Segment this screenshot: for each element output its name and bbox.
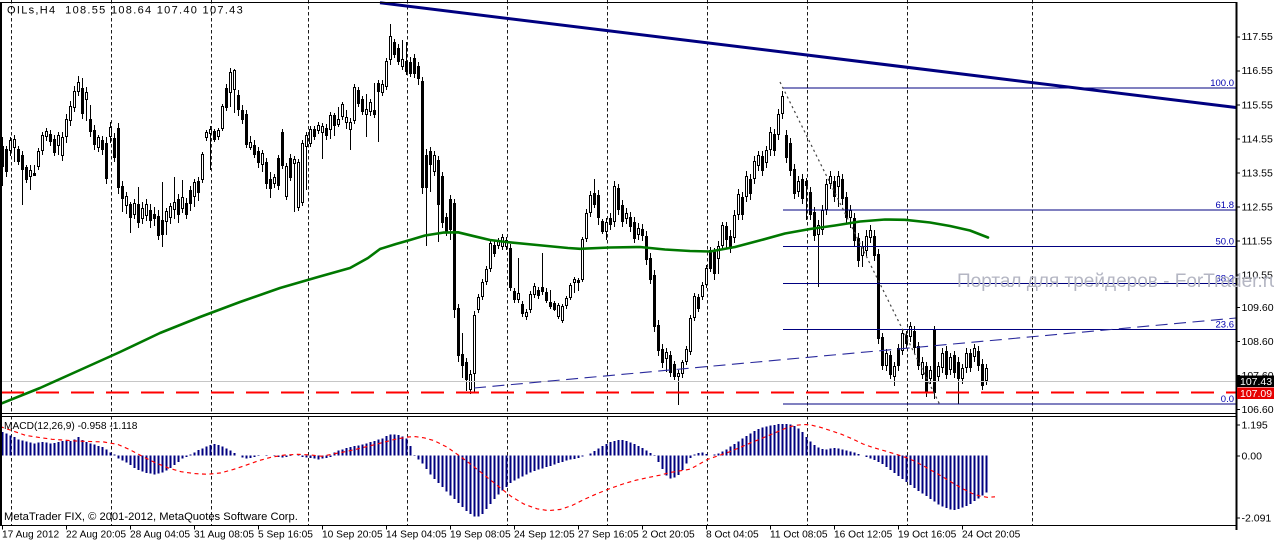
svg-text:38.2: 38.2 bbox=[1216, 274, 1235, 285]
svg-text:2 Oct 20:05: 2 Oct 20:05 bbox=[642, 530, 695, 541]
svg-text:23.6: 23.6 bbox=[1216, 320, 1235, 331]
svg-text:22 Aug 20:05: 22 Aug 20:05 bbox=[66, 530, 126, 541]
svg-text:24 Sep 12:05: 24 Sep 12:05 bbox=[514, 530, 575, 541]
svg-text:117.55: 117.55 bbox=[1242, 31, 1273, 43]
svg-text:14 Sep 04:05: 14 Sep 04:05 bbox=[386, 530, 447, 541]
svg-text:108.60: 108.60 bbox=[1242, 336, 1274, 348]
svg-text:100.0: 100.0 bbox=[1210, 78, 1234, 89]
svg-text:1.195: 1.195 bbox=[1242, 419, 1268, 431]
svg-text:24 Oct 20:05: 24 Oct 20:05 bbox=[962, 530, 1021, 541]
svg-text:115.55: 115.55 bbox=[1242, 99, 1273, 111]
svg-text:50.0: 50.0 bbox=[1216, 237, 1235, 248]
svg-text:5 Sep 16:05: 5 Sep 16:05 bbox=[258, 530, 313, 541]
svg-text:0.0: 0.0 bbox=[1221, 394, 1234, 405]
svg-text:107.43: 107.43 bbox=[1240, 376, 1272, 388]
svg-text:111.55: 111.55 bbox=[1242, 235, 1273, 247]
svg-text:8 Oct 04:05: 8 Oct 04:05 bbox=[706, 530, 759, 541]
svg-text:110.55: 110.55 bbox=[1242, 270, 1273, 282]
svg-text:0.00: 0.00 bbox=[1242, 451, 1263, 463]
svg-text:31 Aug 08:05: 31 Aug 08:05 bbox=[194, 530, 254, 541]
svg-text:114.55: 114.55 bbox=[1242, 133, 1273, 145]
svg-text:112.55: 112.55 bbox=[1242, 201, 1273, 213]
svg-text:19 Sep 08:05: 19 Sep 08:05 bbox=[450, 530, 511, 541]
svg-text:MetaTrader FIX, © 2001-2012, M: MetaTrader FIX, © 2001-2012, MetaQuotes … bbox=[4, 511, 298, 523]
svg-text:28 Aug 04:05: 28 Aug 04:05 bbox=[130, 530, 190, 541]
svg-text:OILs,H4 108.55 108.64 107.40: OILs,H4 108.55 108.64 107.40 107.43 bbox=[7, 5, 244, 17]
svg-text:-2.091: -2.091 bbox=[1242, 512, 1272, 524]
svg-text:MACD(12,26,9) -0.958 -1.118: MACD(12,26,9) -0.958 -1.118 bbox=[4, 421, 138, 432]
svg-text:61.8: 61.8 bbox=[1216, 200, 1235, 211]
svg-text:16 Oct 12:05: 16 Oct 12:05 bbox=[834, 530, 893, 541]
svg-text:10 Sep 20:05: 10 Sep 20:05 bbox=[322, 530, 383, 541]
svg-text:11 Oct 08:05: 11 Oct 08:05 bbox=[770, 530, 828, 541]
svg-text:107.09: 107.09 bbox=[1240, 388, 1272, 400]
svg-text:17 Aug 2012: 17 Aug 2012 bbox=[2, 530, 60, 541]
svg-text:27 Sep 16:05: 27 Sep 16:05 bbox=[578, 530, 639, 541]
svg-text:116.55: 116.55 bbox=[1242, 65, 1273, 77]
svg-text:106.60: 106.60 bbox=[1242, 404, 1274, 416]
svg-text:109.60: 109.60 bbox=[1242, 302, 1274, 314]
svg-text:113.55: 113.55 bbox=[1242, 167, 1273, 179]
svg-text:Портал для трейдеров - ForTrad: Портал для трейдеров - ForTrader.ru bbox=[957, 271, 1274, 292]
svg-text:19 Oct 16:05: 19 Oct 16:05 bbox=[898, 530, 957, 541]
